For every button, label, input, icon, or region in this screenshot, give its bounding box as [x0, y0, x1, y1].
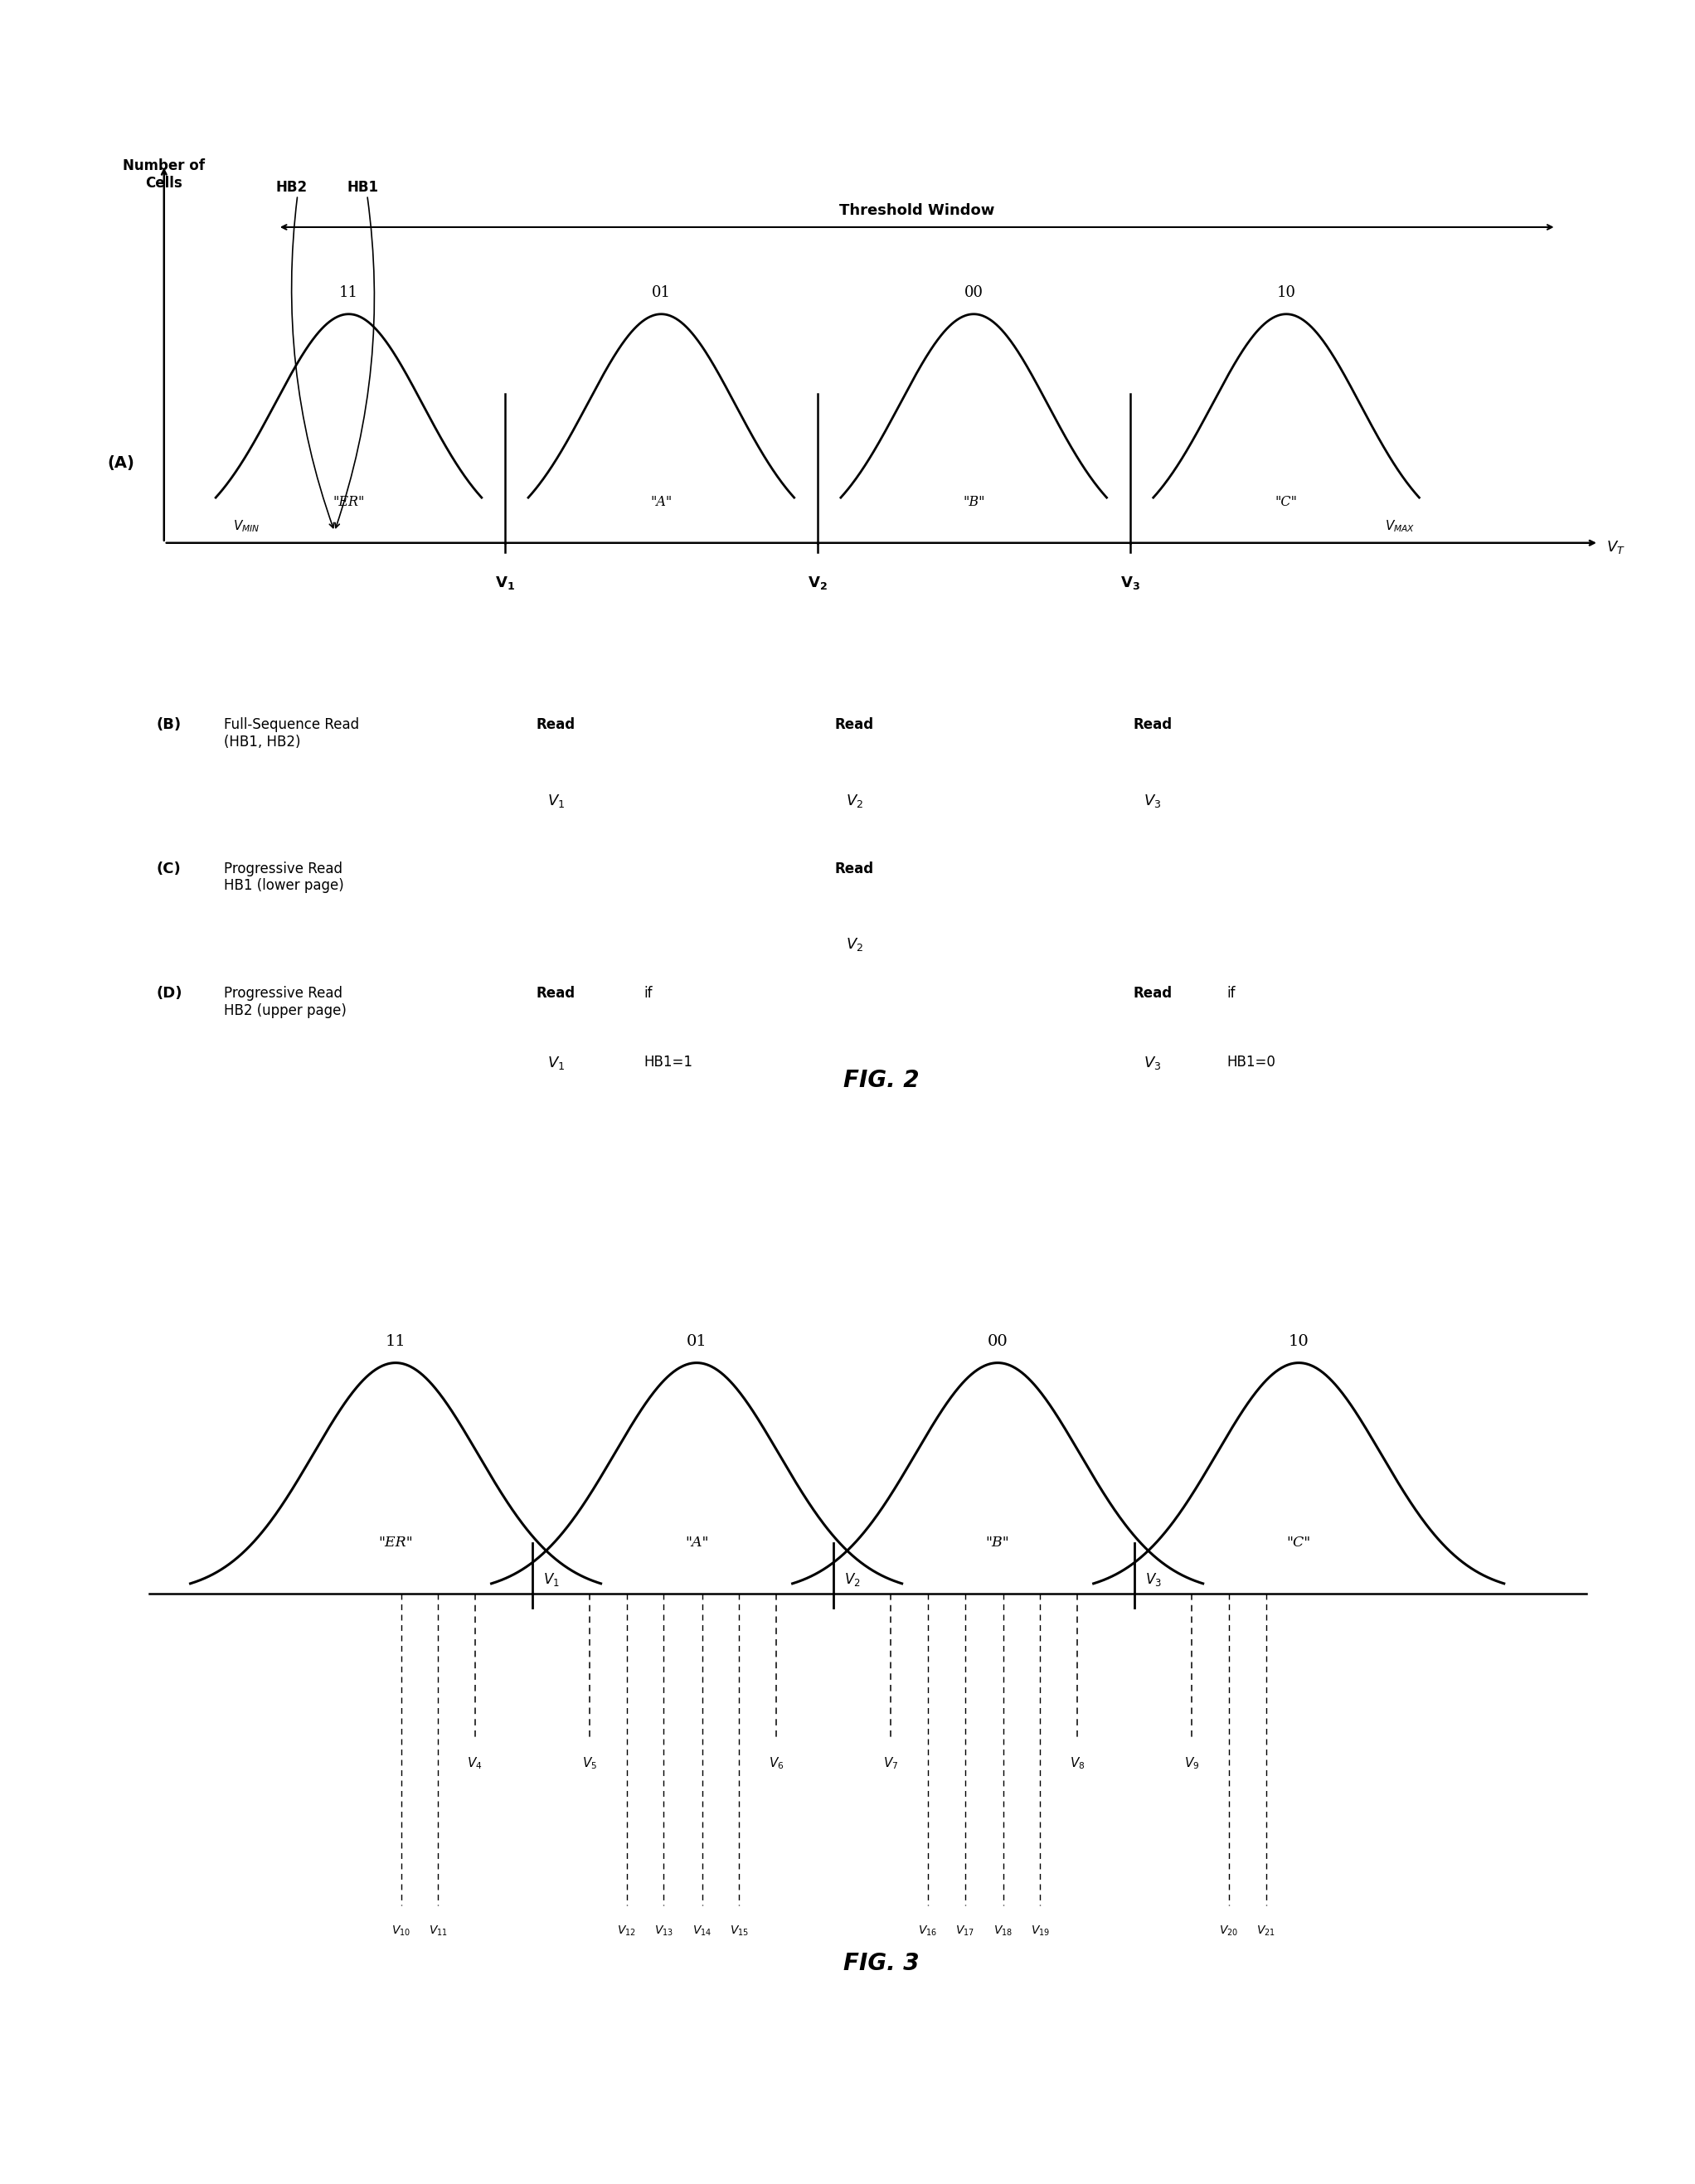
- Text: "A": "A": [685, 1535, 709, 1551]
- Text: $V_1$: $V_1$: [544, 1572, 559, 1588]
- Text: $V_1$: $V_1$: [547, 793, 564, 808]
- Text: $\mathbf{V_1}$: $\mathbf{V_1}$: [495, 574, 515, 592]
- Text: Number of
Cells: Number of Cells: [124, 159, 205, 190]
- Text: HB2: HB2: [276, 179, 308, 194]
- Text: 01: 01: [651, 286, 671, 301]
- Text: $V_3$: $V_3$: [1146, 1572, 1163, 1588]
- Text: $V_8$: $V_8$: [1070, 1756, 1085, 1771]
- Text: Read: Read: [536, 985, 576, 1000]
- Text: 11: 11: [339, 286, 358, 301]
- Text: Progressive Read
HB1 (lower page): Progressive Read HB1 (lower page): [224, 860, 344, 893]
- Text: Progressive Read
HB2 (upper page): Progressive Read HB2 (upper page): [224, 985, 346, 1018]
- Text: $V_{MIN}$: $V_{MIN}$: [232, 518, 259, 533]
- Text: $V_4$: $V_4$: [468, 1756, 483, 1771]
- Text: $\mathbf{V_3}$: $\mathbf{V_3}$: [1120, 574, 1141, 592]
- Text: Threshold Window: Threshold Window: [839, 203, 995, 218]
- Text: $V_3$: $V_3$: [1144, 1055, 1161, 1070]
- Text: 10: 10: [1288, 1334, 1309, 1350]
- Text: Read: Read: [536, 719, 576, 732]
- Text: $V_T$: $V_T$: [1605, 539, 1626, 555]
- Text: FIG. 2: FIG. 2: [844, 1068, 919, 1092]
- Text: $V_1$: $V_1$: [547, 1055, 564, 1070]
- Text: Read: Read: [834, 860, 875, 876]
- Text: Full-Sequence Read
(HB1, HB2): Full-Sequence Read (HB1, HB2): [224, 719, 359, 749]
- Text: "B": "B": [963, 494, 985, 509]
- Text: 11: 11: [385, 1334, 405, 1350]
- Text: 00: 00: [988, 1334, 1009, 1350]
- Text: $V_{21}$: $V_{21}$: [1256, 1924, 1275, 1937]
- Text: if: if: [1227, 985, 1236, 1000]
- Text: $V_3$: $V_3$: [1144, 793, 1161, 808]
- Text: $V_{18}$: $V_{18}$: [993, 1924, 1014, 1937]
- Text: $V_2$: $V_2$: [846, 793, 863, 808]
- Text: 00: 00: [964, 286, 983, 301]
- Text: $V_5$: $V_5$: [583, 1756, 597, 1771]
- Text: $V_{12}$: $V_{12}$: [617, 1924, 636, 1937]
- Text: if: if: [644, 985, 653, 1000]
- Text: "ER": "ER": [378, 1535, 414, 1551]
- Text: $V_6$: $V_6$: [768, 1756, 783, 1771]
- Text: $V_{17}$: $V_{17}$: [956, 1924, 975, 1937]
- Text: 01: 01: [686, 1334, 707, 1350]
- Text: $V_{MAX}$: $V_{MAX}$: [1385, 518, 1415, 533]
- Text: $V_2$: $V_2$: [846, 937, 863, 952]
- Text: $V_{11}$: $V_{11}$: [429, 1924, 447, 1937]
- Text: $V_{15}$: $V_{15}$: [729, 1924, 749, 1937]
- Text: $V_7$: $V_7$: [883, 1756, 898, 1771]
- Text: HB1: HB1: [347, 179, 378, 194]
- Text: HB1=0: HB1=0: [1227, 1055, 1276, 1070]
- Text: "C": "C": [1275, 494, 1297, 509]
- Text: HB1=1: HB1=1: [644, 1055, 693, 1070]
- Text: $V_{10}$: $V_{10}$: [392, 1924, 410, 1937]
- Text: (D): (D): [156, 985, 181, 1000]
- Text: FIG. 3: FIG. 3: [844, 1952, 919, 1974]
- Text: Read: Read: [834, 719, 875, 732]
- Text: $\mathbf{V_2}$: $\mathbf{V_2}$: [807, 574, 827, 592]
- Text: $V_2$: $V_2$: [844, 1572, 861, 1588]
- Text: $V_{19}$: $V_{19}$: [1031, 1924, 1049, 1937]
- Text: Read: Read: [1132, 719, 1173, 732]
- Text: $V_{13}$: $V_{13}$: [654, 1924, 673, 1937]
- Text: (C): (C): [156, 860, 181, 876]
- Text: 10: 10: [1276, 286, 1295, 301]
- Text: $V_{20}$: $V_{20}$: [1219, 1924, 1239, 1937]
- Text: "ER": "ER": [332, 494, 364, 509]
- Text: "B": "B": [986, 1535, 1010, 1551]
- Text: Read: Read: [1132, 985, 1173, 1000]
- Text: "C": "C": [1287, 1535, 1310, 1551]
- Text: "A": "A": [651, 494, 673, 509]
- Text: (A): (A): [107, 454, 134, 472]
- Text: $V_{16}$: $V_{16}$: [919, 1924, 937, 1937]
- Text: $V_9$: $V_9$: [1185, 1756, 1200, 1771]
- Text: (B): (B): [156, 719, 181, 732]
- Text: $V_{14}$: $V_{14}$: [693, 1924, 712, 1937]
